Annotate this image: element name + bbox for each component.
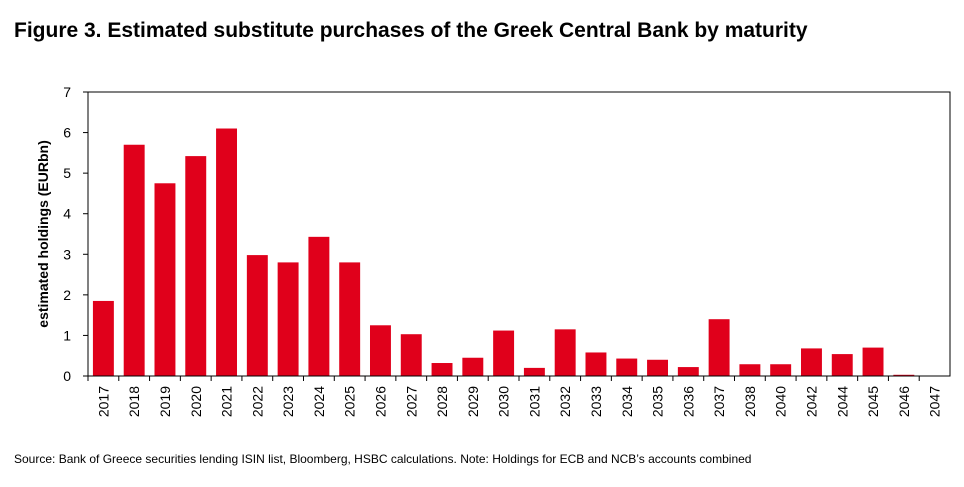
x-tick-label: 2018: [126, 386, 142, 417]
x-tick-label: 2035: [650, 386, 666, 417]
x-tick-label: 2031: [526, 386, 542, 417]
bar-2021: [216, 128, 238, 376]
bar-2040: [770, 364, 792, 376]
bar-2023: [277, 262, 299, 376]
bar-2028: [431, 363, 453, 376]
x-tick-label: 2020: [188, 386, 204, 417]
x-tick-label: 2025: [342, 386, 358, 417]
bar-2031: [523, 367, 545, 376]
x-tick-label: 2036: [680, 386, 696, 417]
x-tick-label: 2037: [711, 386, 727, 417]
x-tick-label: 2040: [773, 386, 789, 417]
y-tick-label: 0: [63, 368, 71, 384]
x-tick-label: 2028: [434, 386, 450, 417]
chart-title: Figure 3. Estimated substitute purchases…: [14, 19, 808, 42]
bar-2035: [647, 359, 669, 376]
bar-2026: [369, 325, 391, 376]
y-axis-label: estimated holdings (EURbn): [35, 140, 51, 327]
bar-2025: [339, 262, 361, 376]
x-tick-label: 2046: [896, 386, 912, 417]
bar-2027: [400, 334, 422, 376]
bar-2032: [554, 329, 576, 376]
bar-2024: [308, 236, 330, 376]
bar-2044: [831, 354, 853, 376]
x-tick-label: 2042: [803, 386, 819, 417]
x-tick-label: 2030: [496, 386, 512, 417]
bar-2036: [677, 367, 699, 376]
y-axis: 0 1 2 3 4 5 6 7: [63, 84, 88, 384]
x-axis: 2017 2018 2019 2020 2021 2022 2023 2024 2025 2026…: [87, 376, 943, 417]
x-tick-label: 2024: [311, 386, 327, 417]
bar-2042: [800, 348, 822, 376]
bar-2046: [893, 374, 915, 376]
source-note: Source: Bank of Greece securities lendin…: [14, 452, 752, 466]
y-tick-label: 5: [63, 165, 71, 181]
bar-2019: [154, 183, 176, 376]
bar-2045: [862, 347, 884, 376]
x-tick-label: 2034: [619, 386, 635, 417]
bar-2020: [185, 156, 207, 376]
bar-chart: 0 1 2 3 4 5 6 7 2017 2018 2019 2020 2021 2022 2023 202…: [35, 84, 951, 417]
bar-2029: [462, 357, 484, 376]
y-tick-label: 2: [63, 287, 71, 303]
x-tick-label: 2022: [249, 386, 265, 417]
x-tick-label: 2026: [372, 386, 388, 417]
bar-2038: [739, 364, 761, 376]
bar-2030: [493, 330, 515, 376]
x-tick-label: 2032: [557, 386, 573, 417]
x-tick-label: 2023: [280, 386, 296, 417]
y-tick-label: 1: [63, 327, 71, 343]
x-tick-label: 2019: [157, 386, 173, 417]
y-tick-label: 3: [63, 246, 71, 262]
x-tick-label: 2027: [403, 386, 419, 417]
bar-2033: [585, 352, 607, 376]
x-tick-label: 2038: [742, 386, 758, 417]
x-tick-label: 2017: [95, 386, 111, 417]
bar-2034: [616, 358, 638, 376]
y-tick-label: 7: [63, 84, 71, 100]
bar-2018: [123, 144, 145, 376]
x-tick-label: 2021: [219, 386, 235, 417]
bar-2017: [92, 300, 114, 376]
bars-group: [92, 128, 915, 376]
y-tick-label: 4: [63, 206, 71, 222]
bar-2037: [708, 319, 730, 376]
x-tick-label: 2029: [465, 386, 481, 417]
x-tick-label: 2047: [927, 386, 943, 417]
x-tick-label: 2033: [588, 386, 604, 417]
y-tick-label: 6: [63, 125, 71, 141]
x-tick-label: 2045: [865, 386, 881, 417]
x-tick-label: 2044: [834, 386, 850, 417]
bar-2022: [246, 255, 268, 376]
